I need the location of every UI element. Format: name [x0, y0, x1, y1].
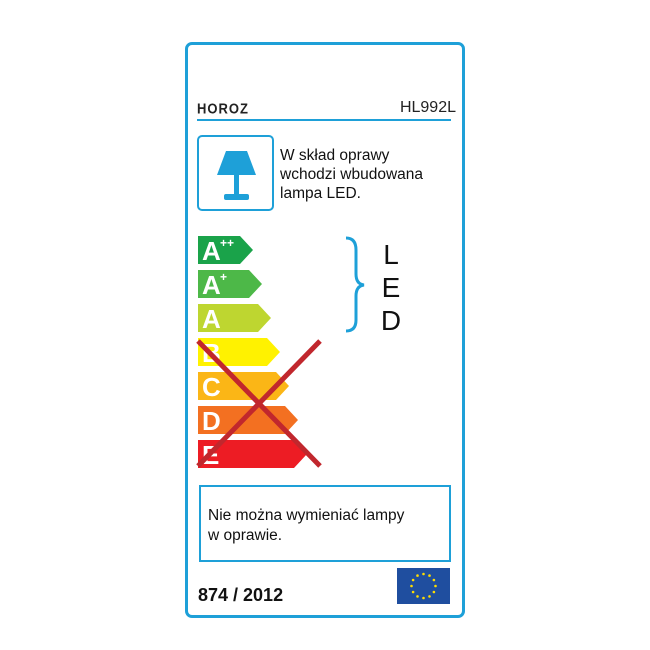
energy-class-bar: [198, 304, 271, 332]
star-icon: [416, 595, 419, 598]
table-lamp-icon: [217, 151, 256, 200]
star-icon: [428, 595, 431, 598]
led-letter: D: [380, 305, 402, 336]
energy-class-bar: [198, 440, 307, 468]
energy-class-bar: [198, 406, 298, 434]
energy-class-label: D: [202, 406, 221, 436]
eu-flag-icon: [397, 568, 450, 604]
text-line: wchodzi wbudowana: [280, 166, 424, 183]
energy-class-label: A: [202, 236, 221, 266]
note-box: [199, 485, 451, 562]
star-icon: [422, 572, 425, 576]
led-label: L E D: [376, 238, 406, 337]
led-letter: E: [381, 272, 401, 303]
energy-class-sup: +: [220, 270, 227, 284]
star-icon: [428, 574, 431, 577]
brace-icon: [345, 236, 365, 333]
star-icon: [434, 584, 437, 588]
model-number: HL992L: [399, 99, 456, 116]
text-line: w oprawie.: [208, 527, 283, 544]
energy-class-label: A: [202, 304, 221, 334]
energy-class-bar: [198, 236, 253, 264]
star-icon: [410, 584, 413, 588]
star-icon: [416, 574, 419, 577]
cross-line: [196, 339, 322, 468]
star-icon: [422, 596, 425, 600]
energy-class-label: C: [202, 372, 221, 402]
star-icon: [432, 590, 436, 594]
lamp-icon-box: [197, 135, 274, 211]
star-icon: [411, 590, 415, 594]
star-icon: [432, 578, 436, 582]
led-letter: L: [383, 239, 399, 270]
star-icon: [411, 578, 415, 582]
brand-logo: HOROZ: [197, 100, 249, 117]
energy-class-sup: ++: [220, 236, 234, 250]
lamp-info-text: W skład oprawy wchodzi wbudowana lampa L…: [280, 146, 423, 203]
label-frame: [185, 42, 465, 618]
text-line: Nie można wymieniać lampy: [208, 507, 405, 524]
text-line: lampa LED.: [280, 185, 361, 202]
regulation-number: 874 / 2012: [198, 585, 284, 605]
note-text: Nie można wymieniać lampy w oprawie.: [208, 506, 404, 546]
energy-class-bar: [198, 270, 262, 298]
energy-class-label: A: [202, 270, 221, 300]
divider: [197, 119, 451, 121]
text-line: W skład oprawy: [280, 147, 390, 164]
